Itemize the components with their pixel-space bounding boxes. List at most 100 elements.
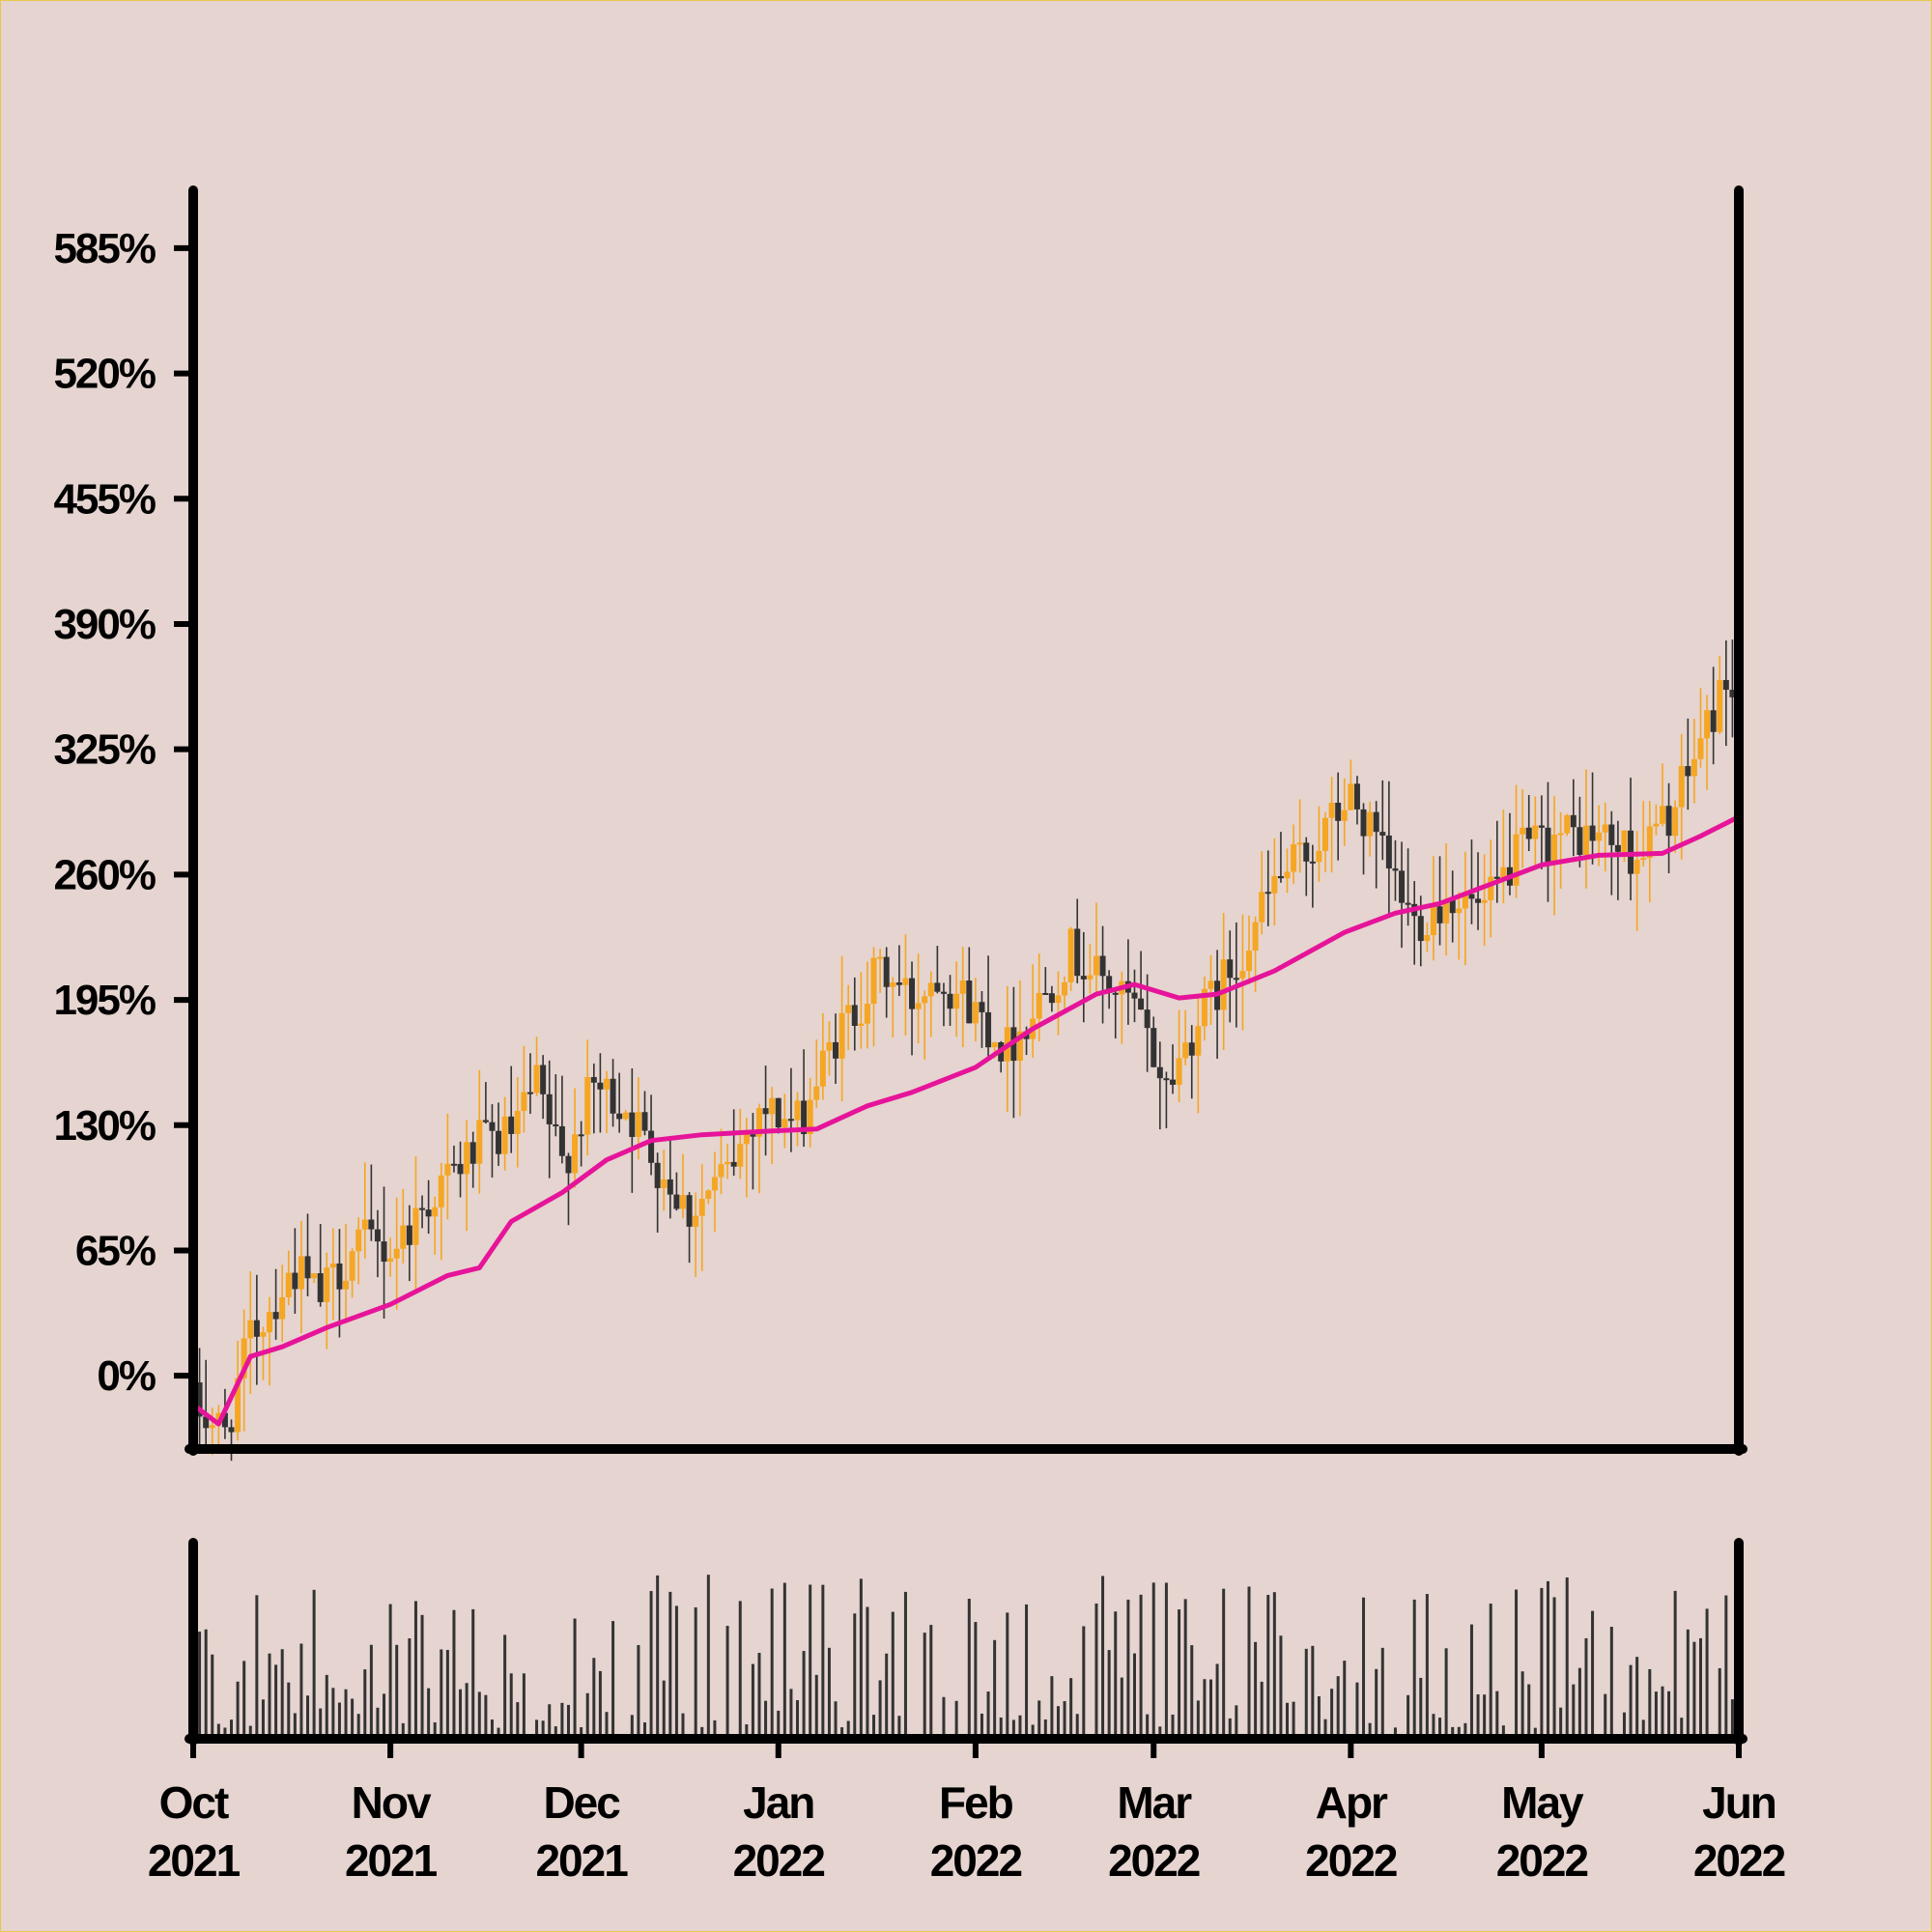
volume-bar [261, 1699, 265, 1736]
candle-body [718, 1164, 724, 1178]
volume-bar [1654, 1691, 1658, 1736]
candle-body [603, 1078, 610, 1090]
volume-bar [541, 1720, 545, 1736]
volume-bar [1718, 1667, 1721, 1736]
candle-body [909, 978, 916, 1009]
volume-bar [242, 1661, 246, 1736]
candle-body [870, 957, 877, 1005]
volume-bar [388, 1604, 392, 1736]
volume-bar [299, 1643, 303, 1736]
candle-body [1557, 833, 1564, 836]
candle-body [1424, 935, 1431, 942]
volume-bar [580, 1727, 583, 1736]
candle-body [438, 1175, 444, 1208]
volume-bar [789, 1689, 793, 1736]
candle-body [419, 1208, 426, 1210]
volume-bar [522, 1673, 526, 1736]
volume-bar [1463, 1722, 1467, 1736]
volume-bar [796, 1700, 800, 1736]
volume-bar [204, 1629, 208, 1736]
volume-bar [1037, 1700, 1041, 1736]
candle-body [1055, 995, 1062, 1004]
candle-body [253, 1320, 260, 1337]
volume-bar [471, 1608, 475, 1736]
candle-body [673, 1194, 680, 1209]
volume-bar [560, 1702, 564, 1736]
volume-bar [1686, 1629, 1690, 1736]
candle-body [565, 1155, 572, 1174]
moving-average-line [191, 814, 1741, 1427]
volume-bar [1393, 1727, 1397, 1736]
x-tick-label-year: 2022 [1496, 1835, 1588, 1886]
volume-bar [1622, 1712, 1626, 1736]
volume-bar [1559, 1707, 1563, 1736]
candle-body [247, 1320, 254, 1339]
candle-body [272, 1312, 279, 1320]
price-panel: 0% 65% 130% 195% 260% 325% 390% 455% 520% 585% [53, 185, 1747, 1462]
candle-body [1048, 993, 1055, 1004]
volume-bar [700, 1726, 704, 1736]
candle-body [235, 1378, 242, 1433]
volume-bar [554, 1726, 557, 1736]
volume-bar [668, 1591, 672, 1736]
volume-bar [840, 1727, 844, 1736]
candle-body [228, 1427, 235, 1433]
volume-bar [1438, 1718, 1442, 1736]
volume-bar [1680, 1718, 1684, 1736]
volume-bar [420, 1614, 424, 1736]
volume-bar [1527, 1684, 1531, 1736]
volume-bar [1648, 1668, 1652, 1736]
volume-bar [401, 1722, 405, 1736]
candle-body [1640, 858, 1647, 861]
volume-bar [827, 1647, 831, 1736]
volume-bar [598, 1670, 602, 1736]
candle-body [1697, 738, 1704, 759]
volume-bar [440, 1649, 443, 1736]
volume-bar [1661, 1686, 1664, 1736]
volume-bar [1107, 1650, 1111, 1736]
volume-bar [725, 1626, 729, 1736]
candle-body [877, 956, 884, 959]
volume-bar [1604, 1693, 1607, 1736]
volume-bar [497, 1727, 500, 1736]
candle-body [801, 1100, 808, 1135]
candle-body [1430, 906, 1436, 936]
volume-bar [1635, 1657, 1639, 1736]
candle-body [953, 993, 960, 1009]
volume-bar [325, 1674, 328, 1736]
volume-bar [216, 1723, 220, 1736]
volume-bar [1323, 1719, 1327, 1736]
candle-body [496, 1130, 502, 1154]
candle-body [355, 1229, 362, 1252]
volume-bar [834, 1701, 838, 1736]
candle-body [934, 982, 941, 992]
candle-body [584, 1077, 591, 1135]
volume-bar [1025, 1604, 1029, 1736]
volume-bar [1629, 1664, 1633, 1736]
candle-body [781, 1119, 788, 1128]
candle-body [1538, 825, 1545, 828]
volume-bar [433, 1721, 437, 1736]
volume-bar [1724, 1595, 1728, 1736]
volume-bar [993, 1639, 997, 1736]
volume-bar [885, 1653, 889, 1736]
candle-body [349, 1251, 355, 1281]
volume-bar [331, 1688, 335, 1736]
volume-bar [477, 1691, 481, 1736]
volume-bar [287, 1682, 291, 1736]
candle-body [324, 1267, 330, 1302]
candle-body [1685, 766, 1691, 777]
candle-body [1284, 871, 1291, 879]
candle-body [209, 1425, 215, 1429]
volume-bar [694, 1606, 697, 1736]
volume-bar [1228, 1718, 1232, 1736]
candle-body [361, 1219, 368, 1230]
y-tick-label: 130% [53, 1102, 155, 1150]
candle-body [1348, 783, 1354, 810]
candle-body [1042, 992, 1049, 995]
candle-body [317, 1273, 324, 1302]
volume-bar [1158, 1726, 1162, 1736]
candle-body [260, 1332, 267, 1337]
volume-bar [1311, 1645, 1315, 1736]
candle-body [1322, 817, 1329, 851]
